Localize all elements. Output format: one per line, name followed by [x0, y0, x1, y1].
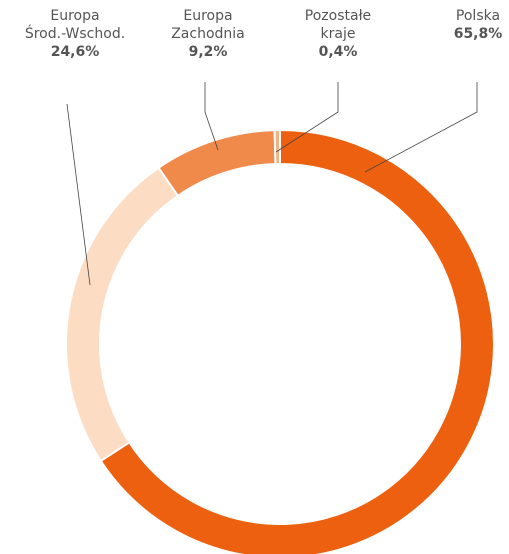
- value-label: 65,8%: [454, 26, 503, 42]
- donut-segment: [273, 128, 281, 166]
- label-line: Europa: [50, 8, 99, 24]
- label-line: Środ.-Wschod.: [25, 24, 125, 42]
- label-line: Pozostałe: [305, 8, 371, 24]
- value-label: 9,2%: [189, 44, 228, 60]
- category-label: Pozostałe kraje: [305, 8, 371, 42]
- label-line: kraje: [321, 26, 356, 42]
- label-line: Zachodnia: [171, 26, 245, 42]
- donut-segment: [99, 128, 495, 554]
- donut-segment: [157, 129, 277, 198]
- label-line: Polska: [456, 8, 500, 24]
- label-line: Europa: [183, 8, 232, 24]
- category-label: Europa Zachodnia: [171, 8, 245, 42]
- category-label: Europa Środ.-Wschod.: [25, 8, 125, 42]
- value-label: 24,6%: [51, 44, 100, 60]
- leader-line: [275, 82, 339, 153]
- category-label: Polska: [456, 8, 500, 24]
- donut-segment: [65, 166, 180, 463]
- leader-line: [66, 103, 91, 286]
- leader-line: [364, 82, 478, 173]
- leader-line: [204, 82, 219, 151]
- value-label: 0,4%: [319, 44, 358, 60]
